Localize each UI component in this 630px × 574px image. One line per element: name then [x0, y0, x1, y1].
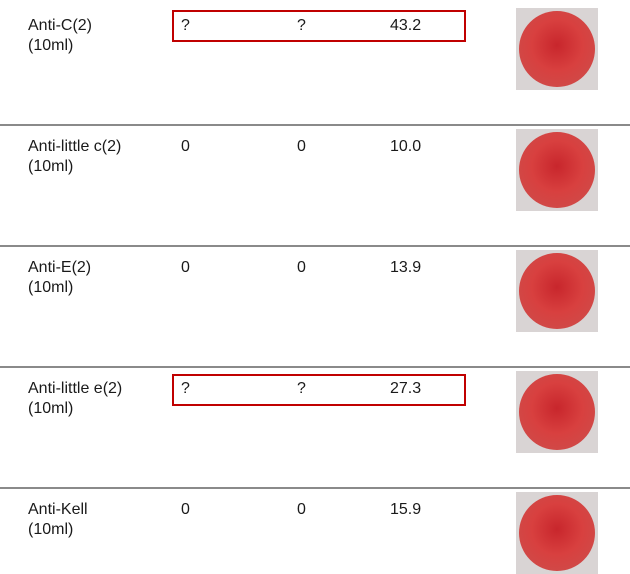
- row-volume: (10ml): [28, 520, 73, 540]
- row-separator: [0, 366, 630, 368]
- well-image: [516, 129, 598, 211]
- blood-spot: [519, 495, 595, 571]
- row-volume: (10ml): [28, 157, 73, 177]
- row-separator: [0, 487, 630, 489]
- row-separator: [0, 124, 630, 126]
- cell: 13.9: [390, 258, 421, 278]
- row-separator: [0, 245, 630, 247]
- row-volume: (10ml): [28, 278, 73, 298]
- cell: 0: [297, 500, 306, 520]
- well-image: [516, 8, 598, 90]
- blood-spot: [519, 132, 595, 208]
- well-image: [516, 492, 598, 574]
- row-label: Anti-C(2): [28, 16, 92, 36]
- highlight-box: [172, 374, 466, 406]
- row-volume: (10ml): [28, 36, 73, 56]
- row-label: Anti-Kell: [28, 500, 88, 520]
- well-image: [516, 250, 598, 332]
- cell: 0: [181, 258, 190, 278]
- cell: 10.0: [390, 137, 421, 157]
- page: (() => { const data = JSON.parse(documen…: [0, 0, 630, 572]
- cell: 0: [181, 137, 190, 157]
- highlight-box: [172, 10, 466, 42]
- well-image: [516, 371, 598, 453]
- row-volume: (10ml): [28, 399, 73, 419]
- row-label: Anti-little e(2): [28, 379, 122, 399]
- blood-spot: [519, 253, 595, 329]
- cell: 0: [297, 137, 306, 157]
- cell: 15.9: [390, 500, 421, 520]
- cell: 0: [297, 258, 306, 278]
- row-label: Anti-little c(2): [28, 137, 121, 157]
- blood-spot: [519, 374, 595, 450]
- cell: 0: [181, 500, 190, 520]
- row-label: Anti-E(2): [28, 258, 91, 278]
- blood-spot: [519, 11, 595, 87]
